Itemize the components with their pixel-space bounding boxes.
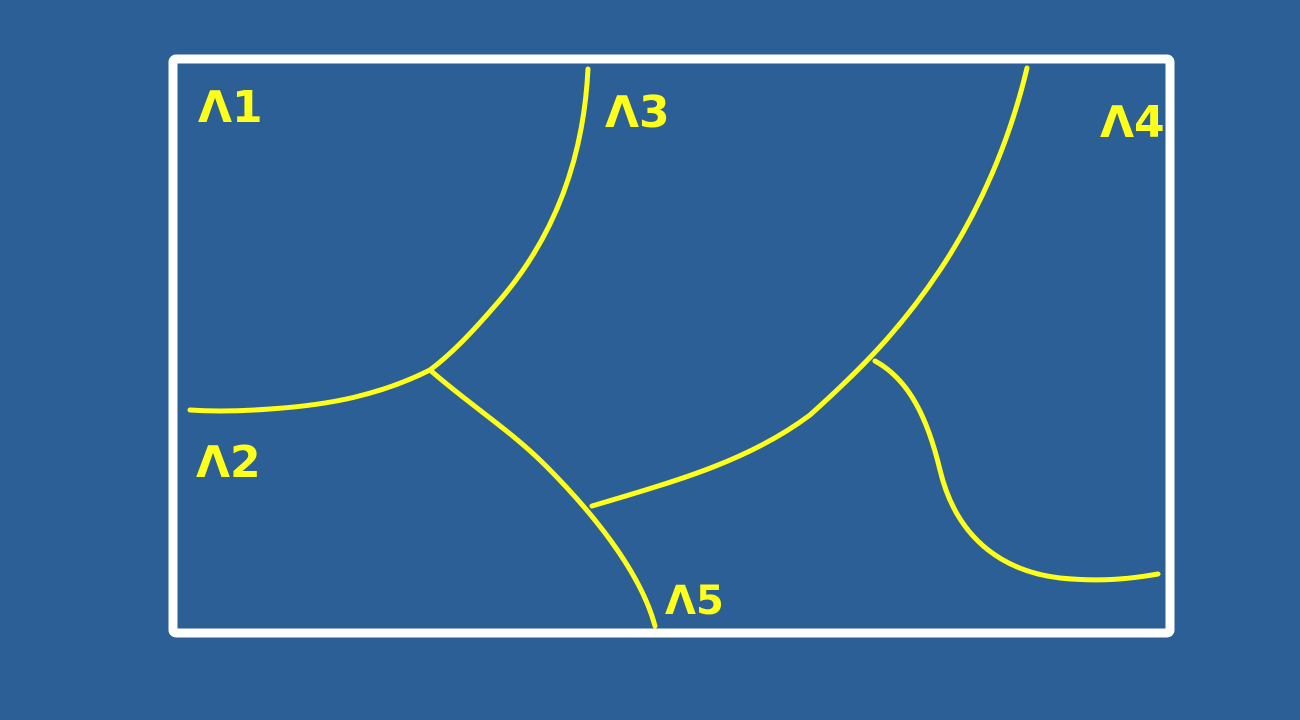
interface-curve-1-2 xyxy=(187,367,433,414)
interface-curve-1-3 xyxy=(427,66,591,373)
region-label-1: Λ1 xyxy=(198,82,263,133)
region-label-2: Λ2 xyxy=(196,437,261,488)
interface-curve-4-5 xyxy=(872,358,1161,583)
region-label-3: Λ3 xyxy=(605,87,670,138)
interface-curve-2-5 xyxy=(427,367,658,629)
interface-curve-3-4 xyxy=(589,65,1030,509)
region-label-4: Λ4 xyxy=(1100,97,1165,148)
region-label-5: Λ5 xyxy=(665,578,724,624)
domain-boundary xyxy=(168,54,1175,638)
